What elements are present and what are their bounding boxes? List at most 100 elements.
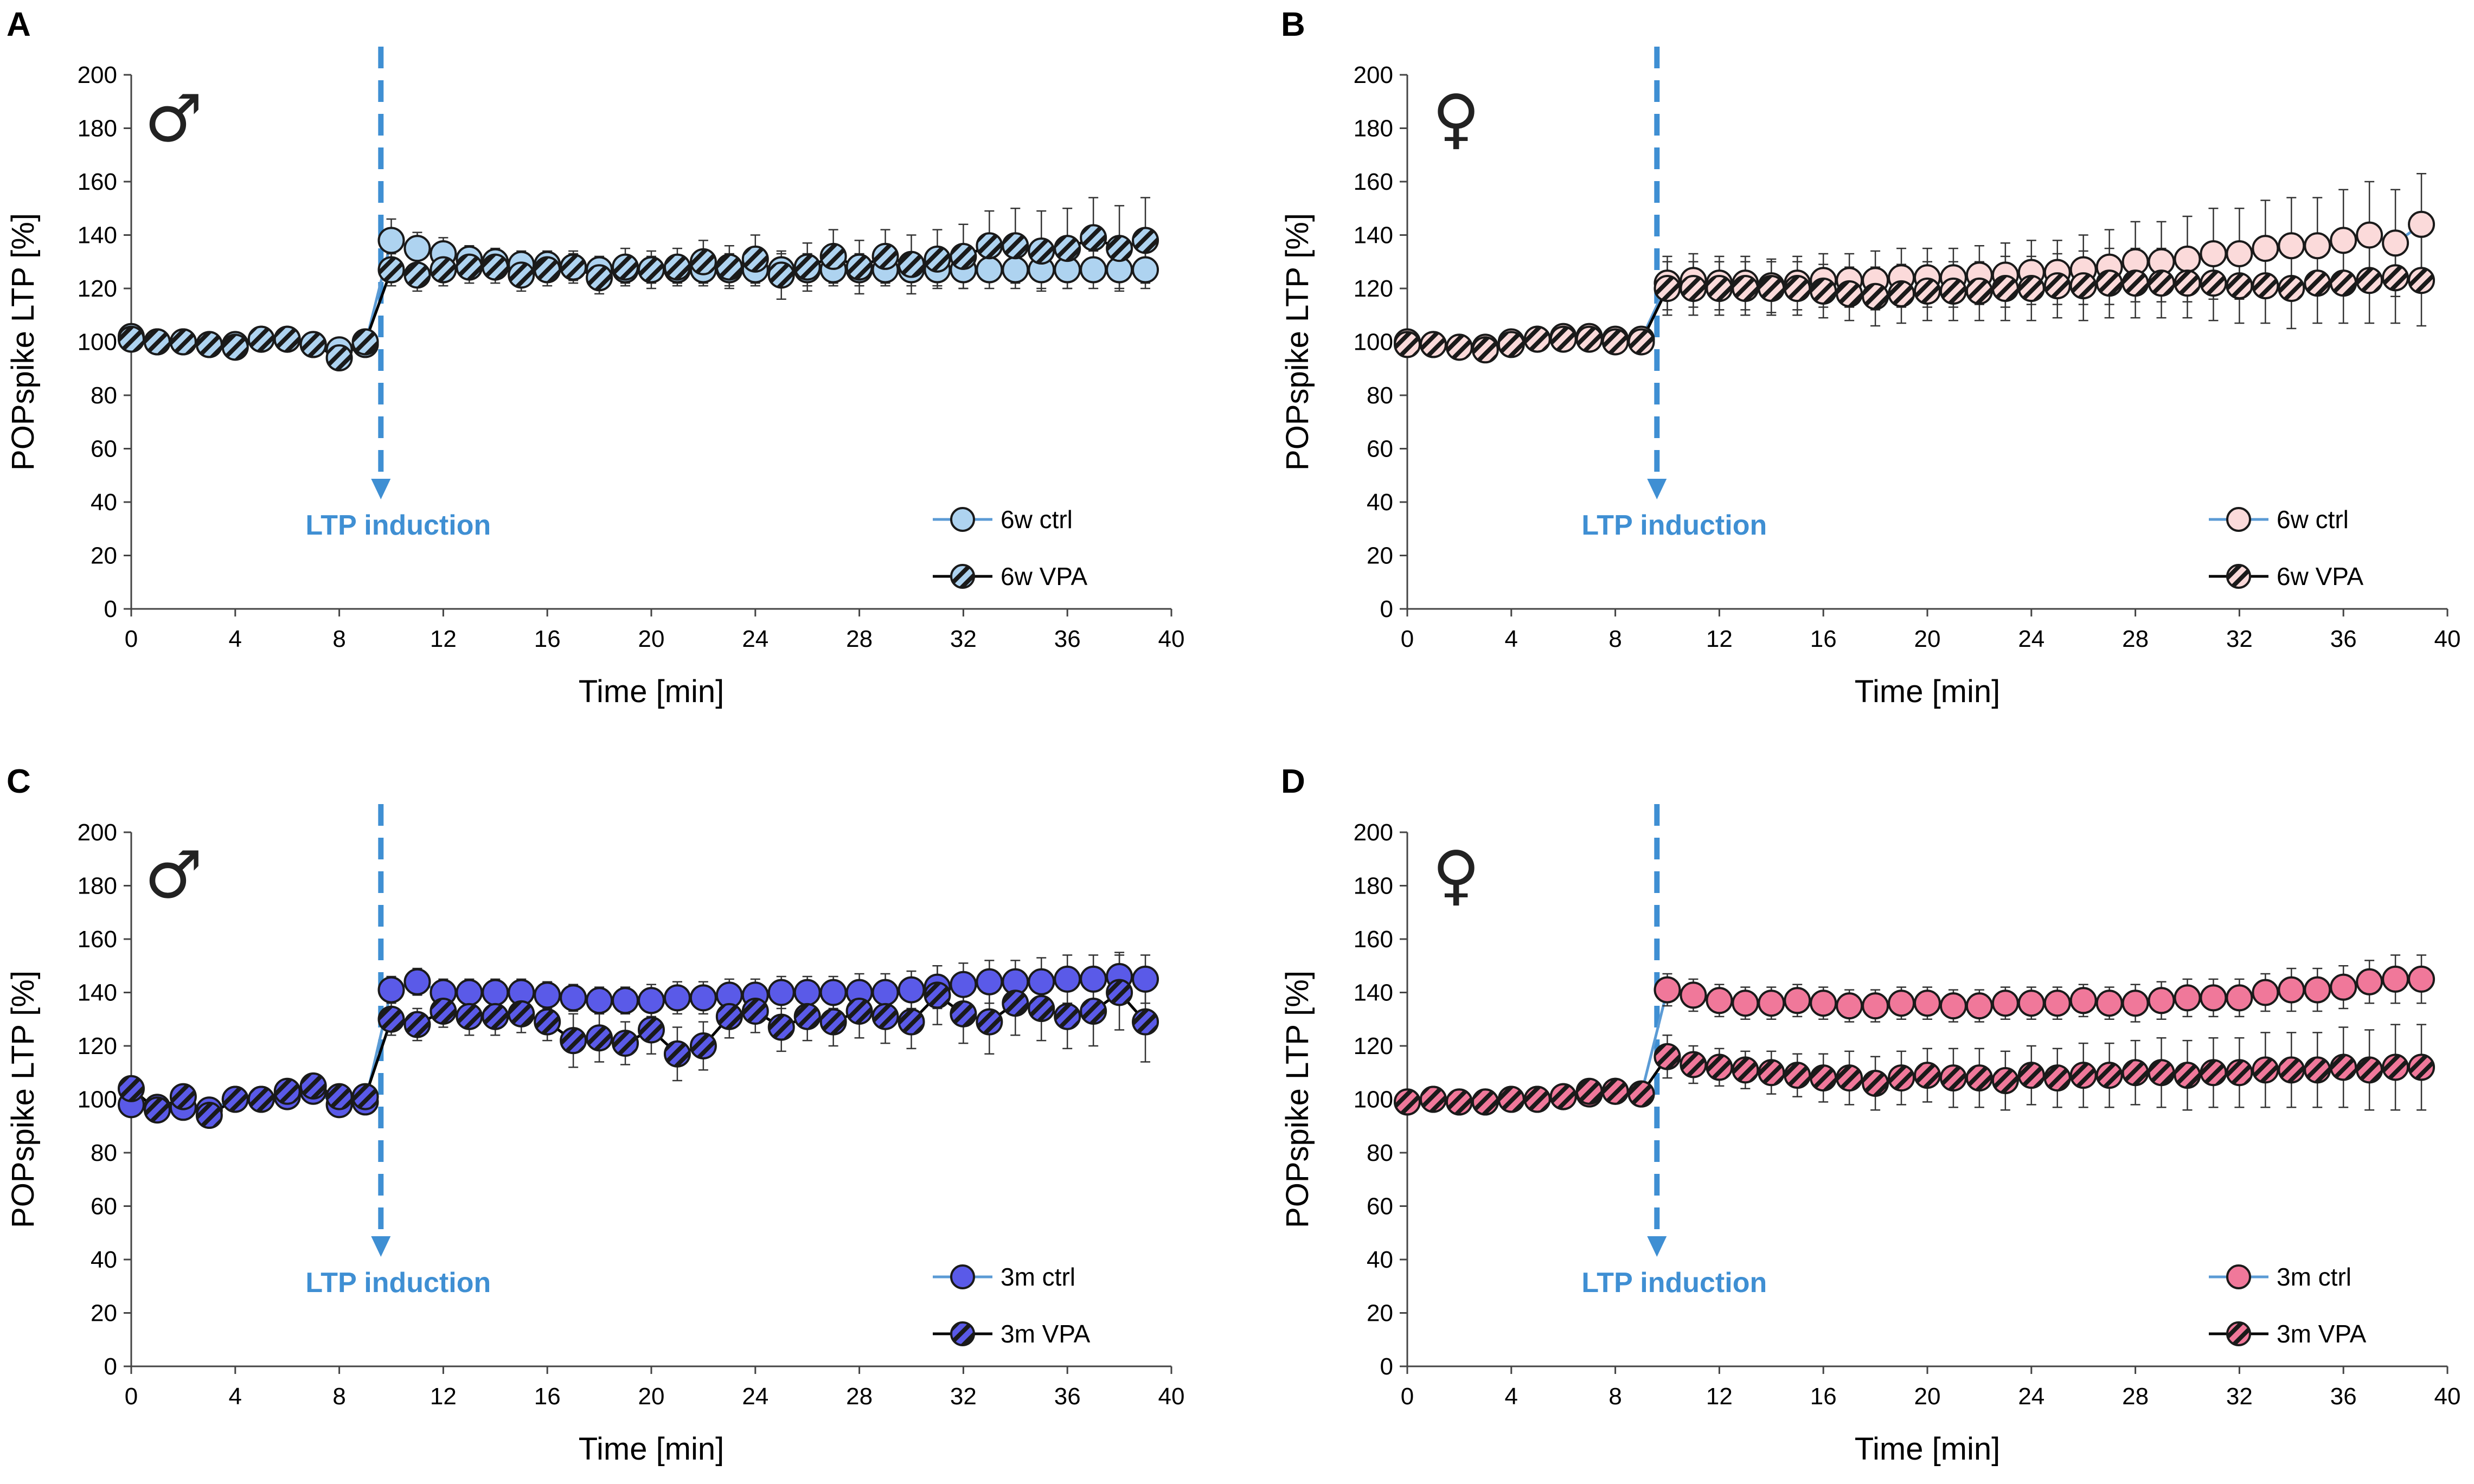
data-point bbox=[247, 325, 275, 353]
y-tick-label: 160 bbox=[78, 169, 117, 195]
x-tick-label: 36 bbox=[1054, 1383, 1081, 1410]
data-point bbox=[299, 1072, 327, 1100]
y-tick-label: 140 bbox=[1354, 222, 1393, 249]
legend-marker bbox=[2226, 507, 2251, 532]
data-point bbox=[976, 232, 1003, 260]
data-point bbox=[143, 328, 171, 356]
data-point bbox=[1706, 275, 1733, 302]
x-tick-label: 0 bbox=[1401, 1383, 1414, 1410]
x-tick-label: 40 bbox=[2434, 1383, 2461, 1410]
data-point bbox=[1080, 965, 1107, 993]
data-point bbox=[2043, 1064, 2071, 1092]
data-point bbox=[741, 997, 769, 1025]
data-point bbox=[1106, 979, 1133, 1006]
data-point bbox=[1523, 1085, 1551, 1113]
legend-label: 6w ctrl bbox=[1001, 505, 1073, 534]
data-point bbox=[1471, 1088, 1499, 1116]
data-point bbox=[456, 1003, 483, 1030]
data-point bbox=[950, 1000, 977, 1027]
data-point bbox=[1914, 990, 1941, 1017]
data-point bbox=[2095, 990, 2123, 1017]
x-tick-label: 12 bbox=[430, 1383, 457, 1410]
data-point bbox=[612, 253, 639, 281]
ltp-induction-label: LTP induction bbox=[305, 1267, 491, 1299]
data-point bbox=[2174, 269, 2201, 297]
data-point bbox=[169, 1083, 197, 1110]
y-tick-label: 180 bbox=[1354, 115, 1393, 142]
data-point bbox=[793, 979, 821, 1006]
y-axis-title: POPspike LTP [%] bbox=[5, 971, 41, 1228]
y-axis-title: POPspike LTP [%] bbox=[1280, 213, 1315, 471]
legend-label: 3m VPA bbox=[2277, 1320, 2367, 1348]
y-tick-label: 20 bbox=[91, 1300, 117, 1327]
data-point bbox=[482, 979, 509, 1006]
data-point bbox=[2304, 976, 2331, 1004]
data-point bbox=[403, 968, 431, 995]
data-point bbox=[2278, 1056, 2305, 1084]
y-tick-label: 100 bbox=[1354, 1087, 1393, 1113]
y-tick-label: 100 bbox=[78, 329, 117, 356]
data-point bbox=[1706, 1053, 1733, 1081]
x-tick-label: 20 bbox=[638, 626, 665, 652]
data-point bbox=[715, 253, 743, 281]
data-point bbox=[819, 979, 847, 1006]
y-axis-title: POPspike LTP [%] bbox=[5, 213, 41, 471]
data-point bbox=[1106, 235, 1133, 262]
y-tick-label: 60 bbox=[1367, 1193, 1393, 1220]
data-point bbox=[2174, 984, 2201, 1012]
data-point bbox=[118, 325, 145, 353]
data-point bbox=[1784, 1062, 1811, 1089]
data-point bbox=[1653, 275, 1681, 302]
data-point bbox=[871, 1003, 899, 1030]
data-point bbox=[2148, 1059, 2175, 1087]
y-tick-label: 160 bbox=[78, 926, 117, 953]
arrow-head-icon bbox=[371, 479, 391, 499]
markers-vpa bbox=[1394, 1043, 2435, 1116]
data-point bbox=[1862, 282, 1889, 310]
data-point bbox=[819, 1008, 847, 1036]
y-tick-label: 0 bbox=[1380, 596, 1393, 622]
data-point bbox=[2226, 984, 2253, 1012]
data-point bbox=[351, 328, 379, 356]
data-point bbox=[663, 1040, 691, 1068]
data-point bbox=[247, 1085, 275, 1113]
data-point bbox=[2330, 227, 2357, 254]
data-point bbox=[2122, 269, 2149, 297]
y-tick-label: 20 bbox=[1367, 1300, 1393, 1327]
data-point bbox=[1002, 232, 1029, 260]
data-point bbox=[1810, 1064, 1837, 1092]
data-point bbox=[299, 331, 327, 358]
data-point bbox=[1836, 280, 1863, 307]
x-tick-label: 32 bbox=[950, 1383, 977, 1410]
y-tick-label: 60 bbox=[1367, 436, 1393, 462]
y-tick-label: 80 bbox=[1367, 382, 1393, 409]
data-point bbox=[1914, 1062, 1941, 1089]
x-tick-label: 40 bbox=[1158, 626, 1185, 652]
data-point bbox=[1497, 1085, 1525, 1113]
data-point bbox=[377, 1005, 405, 1033]
data-point bbox=[1836, 992, 1863, 1020]
data-point bbox=[1471, 336, 1499, 364]
data-point bbox=[1965, 1064, 1993, 1092]
data-point bbox=[2252, 979, 2279, 1006]
data-point bbox=[2069, 272, 2097, 300]
ltp-induction-label: LTP induction bbox=[305, 510, 491, 541]
data-point bbox=[1028, 995, 1055, 1023]
data-point bbox=[586, 1024, 613, 1052]
data-point bbox=[2408, 267, 2435, 294]
data-point bbox=[1080, 256, 1107, 284]
data-point bbox=[1914, 277, 1941, 305]
x-tick-label: 0 bbox=[1401, 626, 1414, 652]
y-tick-label: 40 bbox=[91, 489, 117, 516]
y-tick-label: 120 bbox=[78, 275, 117, 302]
x-axis-title: Time [min] bbox=[1855, 674, 2001, 709]
data-point bbox=[586, 264, 613, 292]
x-tick-label: 4 bbox=[229, 1383, 242, 1410]
male-symbol-icon: ♂ bbox=[144, 838, 203, 913]
data-point bbox=[767, 1013, 795, 1041]
y-tick-label: 60 bbox=[91, 436, 117, 462]
y-tick-label: 80 bbox=[1367, 1140, 1393, 1166]
data-point bbox=[2356, 1056, 2383, 1084]
data-point bbox=[2356, 221, 2383, 249]
